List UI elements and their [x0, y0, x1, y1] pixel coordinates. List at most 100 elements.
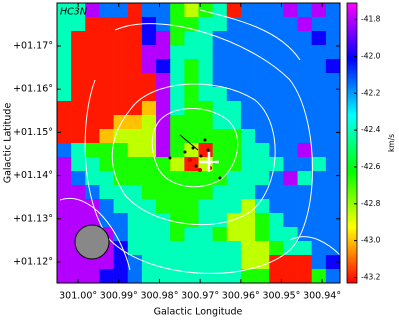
cell — [297, 17, 312, 32]
cell — [85, 31, 100, 46]
cell — [212, 227, 228, 242]
colorbar-tick-label: -41.8 — [361, 15, 381, 24]
cell — [255, 241, 270, 256]
cell — [311, 185, 327, 200]
cell — [127, 143, 143, 158]
cell — [141, 185, 157, 200]
cell — [71, 31, 86, 46]
cell — [226, 45, 242, 60]
cell — [255, 171, 270, 186]
colorbar-tick-label: -43.2 — [361, 272, 381, 281]
cell — [184, 115, 199, 130]
cell — [226, 227, 242, 242]
cell — [311, 143, 327, 158]
cell — [283, 31, 298, 46]
cell — [170, 115, 185, 130]
cell — [269, 227, 284, 242]
cell — [99, 143, 114, 158]
cell — [85, 143, 100, 158]
colorbar-tick-label: -42.0 — [361, 51, 381, 60]
cell — [184, 255, 199, 270]
cell — [141, 143, 157, 158]
cell — [99, 31, 114, 46]
cell — [71, 269, 86, 284]
cell — [311, 115, 327, 130]
y-tick-label: +01.12° — [13, 257, 53, 268]
cell — [325, 129, 341, 144]
cell — [127, 213, 143, 228]
cell — [325, 199, 341, 214]
cell — [141, 31, 157, 46]
cell — [198, 101, 213, 116]
cell — [184, 241, 199, 256]
cell — [325, 255, 341, 270]
y-tick-label: +01.16° — [13, 84, 53, 95]
cell — [240, 31, 256, 46]
cell — [57, 227, 72, 242]
cell — [127, 73, 143, 88]
cell — [57, 101, 72, 116]
cell — [311, 171, 327, 186]
cell — [57, 269, 72, 284]
cell — [269, 87, 284, 102]
cell — [212, 241, 228, 256]
cell — [255, 59, 270, 74]
cell — [127, 199, 143, 214]
cell — [71, 59, 86, 74]
cell — [325, 185, 341, 200]
cell — [85, 115, 100, 130]
cell — [71, 87, 86, 102]
cell — [57, 3, 72, 18]
x-axis-label: Galactic Longitude — [154, 307, 243, 318]
cell — [99, 255, 114, 270]
cell — [99, 115, 114, 130]
cell — [325, 31, 341, 46]
cell — [184, 269, 199, 284]
cell — [170, 255, 185, 270]
cell — [283, 101, 298, 116]
contour — [151, 108, 239, 188]
colorbar-tick-label: -42.4 — [361, 125, 381, 134]
cell — [269, 31, 284, 46]
colorbar-label: km/s — [387, 134, 396, 152]
cell — [170, 143, 185, 158]
cell — [71, 171, 86, 186]
cell — [212, 269, 228, 284]
cell — [325, 87, 341, 102]
cell — [226, 199, 242, 214]
cell — [127, 185, 143, 200]
cell — [255, 213, 270, 228]
cell — [269, 101, 284, 116]
cell — [113, 3, 129, 18]
cell — [198, 59, 213, 74]
cell — [255, 269, 270, 284]
cell — [85, 185, 100, 200]
cell — [198, 241, 213, 256]
contour — [84, 23, 313, 274]
cell — [141, 17, 157, 32]
cell — [269, 199, 284, 214]
cell — [198, 17, 213, 32]
cell — [255, 227, 270, 242]
cell — [170, 157, 185, 172]
cell — [212, 101, 228, 116]
cell — [71, 45, 86, 60]
cell — [99, 157, 114, 172]
cell — [99, 269, 114, 284]
cell — [113, 213, 129, 228]
cell — [325, 45, 341, 60]
cell — [141, 157, 157, 172]
cell — [184, 87, 199, 102]
cell — [226, 241, 242, 256]
cell — [269, 73, 284, 88]
cell — [269, 115, 284, 130]
cell — [57, 129, 72, 144]
cell — [255, 255, 270, 270]
cell — [297, 143, 312, 158]
cell — [283, 213, 298, 228]
cell — [269, 213, 284, 228]
cell — [71, 101, 86, 116]
colorbar-tick-label: -42.6 — [361, 162, 381, 171]
cell — [297, 3, 312, 18]
cell — [99, 129, 114, 144]
